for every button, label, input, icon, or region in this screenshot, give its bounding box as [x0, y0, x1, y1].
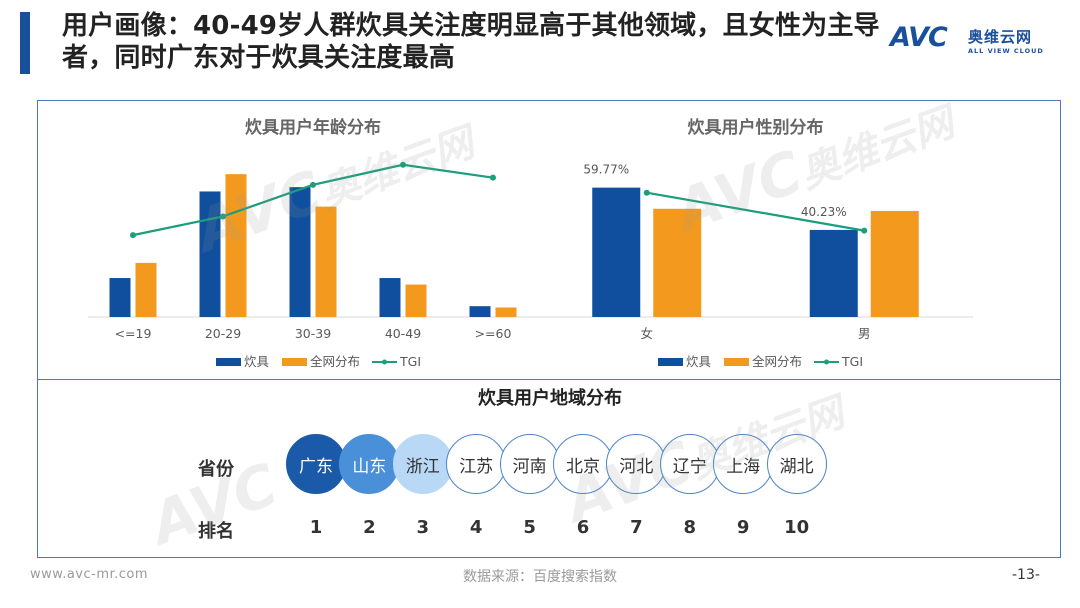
- chart-title: 炊具用户性别分布: [688, 117, 824, 138]
- legend-swatch-cookware: [658, 358, 683, 366]
- avc-logo: AVC 奥维云网 ALL VIEW CLOUD: [890, 22, 1060, 66]
- province-row-label: 省份: [198, 459, 234, 480]
- x-tick-label: 30-39: [295, 326, 331, 341]
- data-label: 40.23%: [801, 205, 847, 219]
- legend-label: TGI: [841, 354, 863, 369]
- rank-number: 10: [784, 517, 810, 538]
- tgi-line: [132, 163, 494, 237]
- rank-number: 8: [683, 517, 697, 538]
- bar-cookware: [379, 278, 401, 317]
- rank-number: 4: [469, 517, 483, 538]
- province-bubble: 湖北: [766, 434, 827, 494]
- province-bubble: 河北: [606, 434, 667, 494]
- province-bubble: 河南: [499, 434, 560, 494]
- bar-cookware: [289, 187, 311, 317]
- charts-panel: 炊具用户年龄分布 <=19 20-29 30-39 40-49 >=60 炊具 全网分布 TGI…: [37, 100, 1061, 380]
- province-bubble: 广东: [286, 434, 346, 494]
- bar-network: [653, 208, 702, 317]
- rank-number: 1: [309, 517, 323, 538]
- bar-network: [870, 210, 919, 317]
- page-number: -13-: [1012, 567, 1040, 583]
- logo-en: ALL VIEW CLOUD: [968, 47, 1044, 55]
- legend-label: 炊具: [244, 354, 270, 369]
- x-tick-label: 40-49: [385, 326, 421, 341]
- province-bubble: 辽宁: [659, 434, 720, 494]
- region-panel: 炊具用户地域分布 省份 排名 广东 山东 浙江 江苏 河南 北京 河北 辽宁 上海 湖北 1 2 3 4…: [37, 380, 1061, 558]
- region-title: 炊具用户地域分布: [478, 388, 622, 409]
- legend-swatch-network: [724, 358, 749, 366]
- bar-network: [495, 307, 517, 317]
- bar-cookware: [199, 191, 221, 317]
- legend-label: 全网分布: [310, 354, 360, 369]
- bar-cookware: [469, 306, 491, 317]
- bar-cookware: [109, 278, 131, 317]
- bar-network: [315, 206, 337, 317]
- rank-number: 3: [416, 517, 430, 538]
- legend-swatch-network: [282, 358, 307, 366]
- x-tick-label: 男: [858, 326, 871, 341]
- title-accent-bar: [20, 12, 30, 74]
- province-bubble: 浙江: [392, 434, 453, 494]
- legend-swatch-cookware: [216, 358, 241, 366]
- tgi-line: [646, 191, 865, 232]
- tgi-point: [220, 213, 226, 220]
- page-title: 用户画像：40-49岁人群炊具关注度明显高于其他领域，且女性为主导者，同时广东对…: [62, 11, 880, 73]
- rank-number: 7: [630, 517, 643, 538]
- province-bubble: 上海: [713, 434, 774, 494]
- tgi-point: [490, 174, 496, 181]
- logo-cn: 奥维云网: [968, 28, 1033, 46]
- province-bubble: 北京: [553, 434, 613, 494]
- tgi-point: [400, 161, 406, 168]
- bar-cookware: [592, 187, 641, 317]
- x-tick-label: 女: [640, 326, 653, 341]
- rank-number: 6: [576, 517, 590, 538]
- x-tick-label: >=60: [475, 326, 512, 341]
- legend-swatch-tgi-dot: [824, 359, 829, 365]
- legend-label: 全网分布: [752, 354, 802, 369]
- bar-network: [405, 284, 427, 317]
- bar-network: [225, 174, 247, 317]
- data-source: 数据来源：百度搜索指数: [463, 569, 617, 585]
- rank-number: 9: [736, 517, 750, 538]
- tgi-point: [130, 232, 136, 239]
- data-label: 59.77%: [583, 163, 629, 177]
- footer-url[interactable]: www.avc-mr.com: [30, 567, 149, 582]
- tgi-point: [643, 189, 650, 196]
- bar-network: [135, 262, 157, 317]
- province-bubble: 山东: [339, 434, 400, 494]
- chart-title: 炊具用户年龄分布: [245, 117, 381, 138]
- bar-cookware: [809, 229, 858, 317]
- charts-svg: 炊具用户年龄分布 <=19 20-29 30-39 40-49 >=60 炊具 全网分布 TGI…: [88, 117, 973, 369]
- legend-label: TGI: [399, 354, 421, 369]
- tgi-point: [861, 227, 868, 234]
- x-tick-label: 20-29: [205, 326, 241, 341]
- rank-row-label: 排名: [198, 521, 234, 542]
- legend-label: 炊具: [686, 354, 712, 369]
- x-tick-label: <=19: [115, 326, 152, 341]
- rank-number: 2: [363, 517, 376, 538]
- rank-number: 5: [523, 517, 536, 538]
- logo-mark: AVC: [890, 22, 948, 53]
- legend-swatch-tgi-dot: [382, 359, 387, 365]
- tgi-point: [310, 181, 316, 188]
- province-bubble: 江苏: [446, 434, 507, 494]
